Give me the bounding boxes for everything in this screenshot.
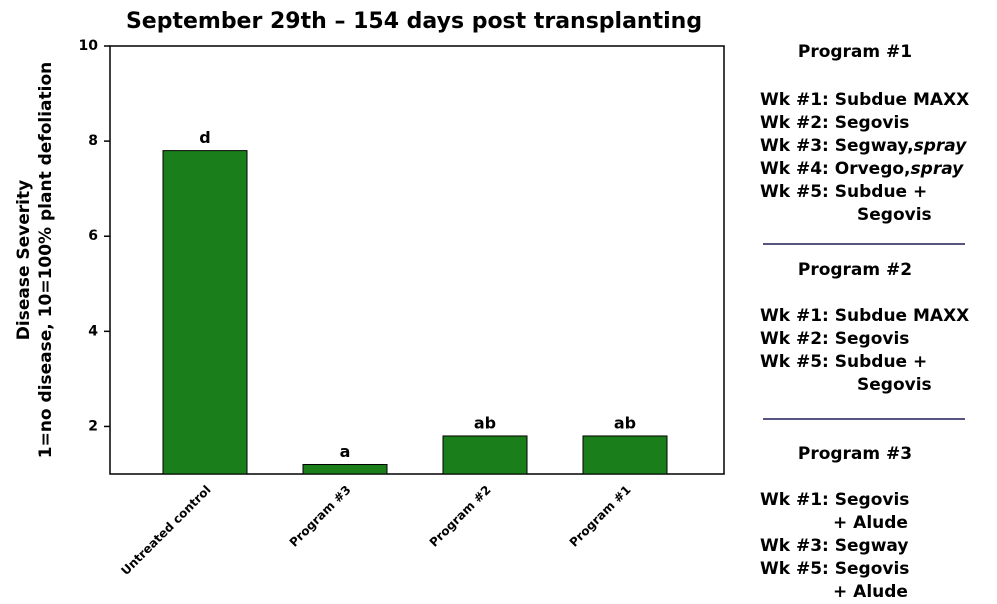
bar-annotation: a [340,442,351,461]
step-continuation: Segovis [857,375,932,395]
step-continuation: + Alude [833,513,908,533]
program-step: Wk #3: Segway [760,536,908,556]
step-text: Wk #1: Subdue MAXX [760,90,969,110]
plot-frame [109,45,725,475]
bar-annotation: ab [474,413,496,432]
y-axis-label: 1=no disease, 10=100% plant defoliation [36,62,56,459]
chart-title: September 29th – 154 days post transplan… [126,9,702,34]
y-tick-label: 4 [88,323,98,339]
program-step: Wk #1: Subdue MAXX [760,306,969,326]
program-step: Wk #2: Segovis [760,113,909,133]
program-title: Program #3 [798,444,912,464]
step-continuation: Segovis [857,205,932,225]
x-tick-label: Program #3 [287,483,354,550]
y-tick-label: 8 [88,133,98,149]
x-tick-label: Program #1 [567,483,634,550]
bar [442,435,528,475]
program-step: Wk #5: Subdue + [760,352,927,372]
program-step: Wk #4: Orvego,spray [760,159,964,179]
step-text: Wk #5: Subdue + [760,352,927,372]
step-continuation: + Alude [833,582,908,602]
bar [302,463,388,475]
program-step: Wk #1: Segovis [760,490,909,510]
step-text: Wk #3: Segway, [760,136,914,156]
step-text: Wk #2: Segovis [760,329,909,349]
y-axis-label: Disease Severity [14,180,34,340]
step-text: Wk #1: Subdue MAXX [760,306,969,326]
step-text: Wk #1: Segovis [760,490,909,510]
step-text: Wk #3: Segway [760,536,908,556]
program-title: Program #1 [798,42,912,62]
bar [162,150,248,475]
x-tick-label: Untreated control [118,483,213,578]
program-title: Program #2 [798,260,912,280]
program-step: Wk #5: Subdue + [760,182,927,202]
step-text: Wk #5: Segovis [760,559,909,579]
program-step: Wk #1: Subdue MAXX [760,90,969,110]
y-tick-label: 10 [79,38,99,54]
step-text: Wk #5: Subdue + [760,182,927,202]
step-text: Wk #4: Orvego, [760,159,911,179]
bar [582,435,668,475]
bar-annotation: ab [614,413,636,432]
x-tick-label: Program #2 [427,483,494,550]
program-step: Wk #2: Segovis [760,329,909,349]
step-text: Wk #2: Segovis [760,113,909,133]
y-tick-label: 2 [88,418,98,434]
program-step: Wk #5: Segovis [760,559,909,579]
step-emphasis: spray [911,159,965,179]
step-emphasis: spray [914,136,968,156]
bar-annotation: d [199,128,210,147]
y-tick-label: 6 [88,228,98,244]
program-step: Wk #3: Segway,spray [760,136,967,156]
